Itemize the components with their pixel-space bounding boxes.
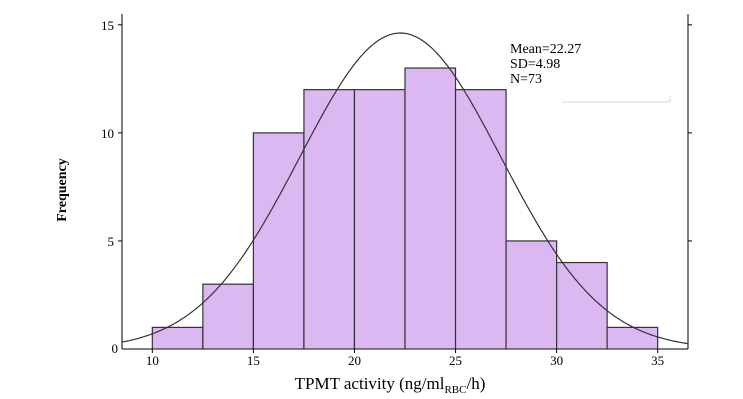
histogram-bar <box>303 89 356 350</box>
y-tick-label: 5 <box>108 234 115 249</box>
histogram-bar <box>252 132 305 350</box>
stat-line: N=73 <box>510 72 542 87</box>
histogram-bar <box>454 89 507 350</box>
x-tick-label: 20 <box>348 353 361 368</box>
y-zero-label: 0 <box>112 341 119 356</box>
x-tick-label: 35 <box>651 353 664 368</box>
y-axis-label: Frequency <box>55 158 70 222</box>
stat-line: Mean=22.27 <box>510 42 581 57</box>
histogram-bar <box>404 67 457 350</box>
histogram-bar <box>505 240 558 350</box>
normal-curve <box>121 32 689 345</box>
x-tick-label: 15 <box>247 353 260 368</box>
histogram-bar <box>353 89 406 350</box>
x-tick-label: 30 <box>550 353 563 368</box>
bars-group <box>151 67 659 350</box>
x-axis-label-tail: /h) <box>466 374 485 393</box>
stat-line: SD=4.98 <box>510 57 560 72</box>
x-tick-label: 25 <box>449 353 462 368</box>
x-ticks: 10 15 20 25 30 35 <box>146 349 664 368</box>
histogram-bar <box>606 326 659 350</box>
histogram-bar <box>556 261 608 350</box>
x-axis-label: TPMT activity (ng/mlRBC/h) <box>295 374 486 396</box>
y-tick-label: 15 <box>101 18 114 33</box>
histogram-bar <box>202 283 254 350</box>
x-tick-label: 10 <box>146 353 159 368</box>
y-ticks: 5 10 15 <box>101 18 692 249</box>
x-axis-label-main: TPMT activity (ng/ml <box>295 374 445 393</box>
x-axis-label-sub: RBC <box>444 384 466 396</box>
y-tick-label: 10 <box>101 126 114 141</box>
